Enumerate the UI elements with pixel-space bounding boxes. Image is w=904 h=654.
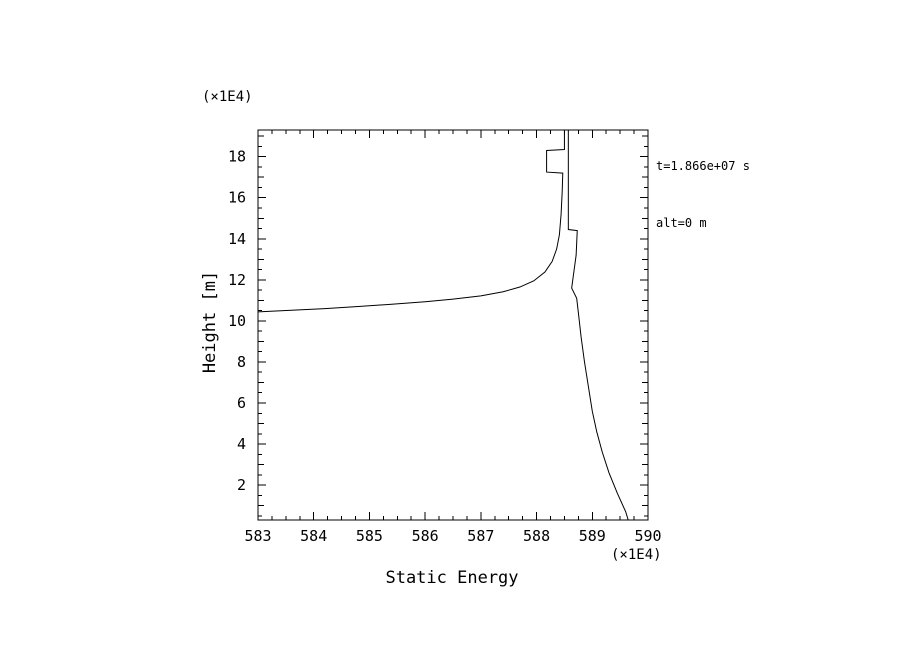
annotation-block: t=1.866e+07 s alt=0 m [656,119,750,271]
x-tick-label: 587 [467,527,494,545]
x-axis-unit-label: (×1E4) [611,547,662,563]
plot-frame [257,129,649,521]
annotation-time: t=1.866e+07 s [656,159,750,173]
y-axis-unit-label: (×1E4) [202,89,253,105]
y-axis-title: Height [m] [200,270,220,374]
x-tick-label: 588 [523,527,550,545]
y-tick-label: 16 [228,189,246,207]
y-tick-label: 2 [237,476,246,494]
y-tick-label: 12 [228,271,246,289]
static-energy-profile-line [258,130,629,520]
y-tick-label: 8 [237,353,246,371]
annotation-altitude: alt=0 m [656,216,707,230]
y-tick-label: 18 [228,148,246,166]
x-tick-label: 585 [356,527,383,545]
x-tick-label: 586 [412,527,439,545]
x-tick-label: 590 [634,527,661,545]
y-tick-label: 4 [237,435,246,453]
x-tick-label: 584 [300,527,327,545]
x-tick-label: 583 [244,527,271,545]
x-tick-label: 589 [579,527,606,545]
y-tick-label: 6 [237,394,246,412]
y-tick-label: 10 [228,312,246,330]
x-axis-title: Static Energy [385,568,519,588]
y-tick-label: 14 [228,230,246,248]
